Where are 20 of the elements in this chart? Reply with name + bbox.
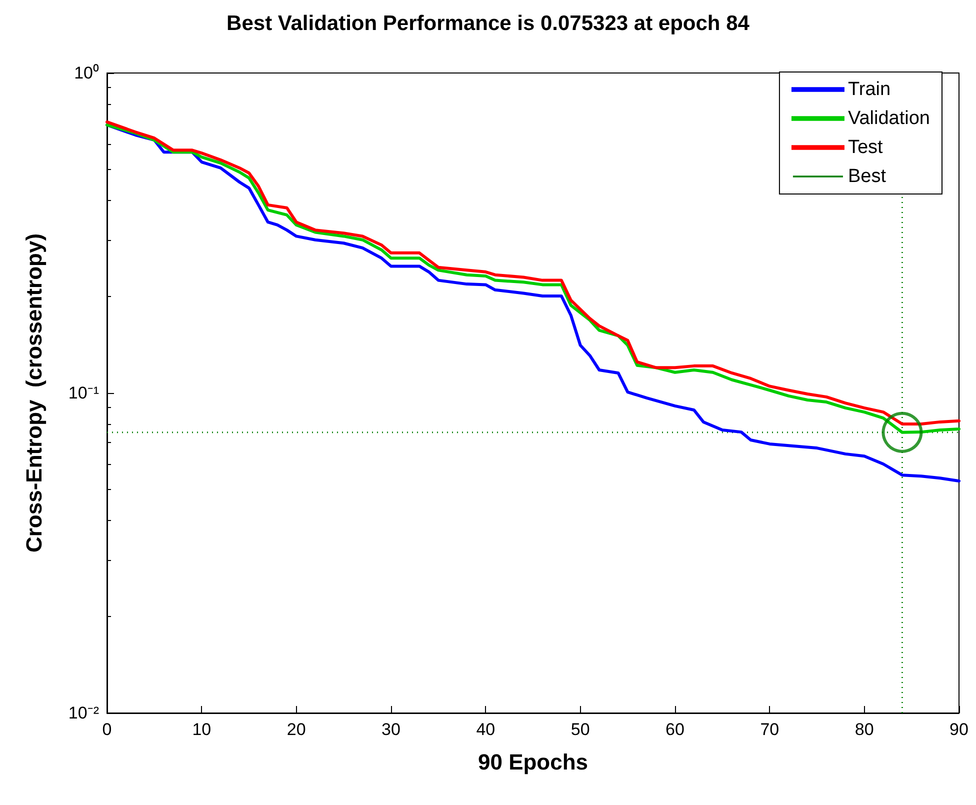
y-tick-label: 10⁰ bbox=[74, 64, 99, 82]
x-tick-label: 40 bbox=[476, 720, 496, 739]
x-tick-label: 50 bbox=[570, 720, 590, 739]
ref-line-label: Best bbox=[848, 166, 887, 187]
x-tick-label: 90 bbox=[950, 720, 968, 739]
chart-title: Best Validation Performance is 0.075323 at epoch 84 bbox=[226, 12, 750, 35]
x-tick-label: 20 bbox=[286, 720, 306, 739]
x-tick-label: 70 bbox=[760, 720, 780, 739]
x-tick-label: 0 bbox=[102, 720, 112, 739]
y-tick-label: 10⁻² bbox=[68, 704, 100, 722]
x-tick-label: 80 bbox=[854, 720, 874, 739]
x-tick-label: 60 bbox=[666, 720, 684, 739]
y-axis-title: Cross-Entropy (crossentropy) bbox=[22, 233, 46, 553]
y-tick-label: 10⁻¹ bbox=[68, 384, 100, 402]
x-tick-label: 30 bbox=[382, 720, 400, 739]
x-axis-title: 90 Epochs bbox=[478, 750, 588, 774]
legend-label: Test bbox=[848, 137, 884, 158]
x-tick-label: 10 bbox=[192, 720, 212, 739]
legend-label: Train bbox=[848, 79, 891, 100]
legend-label: Validation bbox=[848, 108, 930, 129]
